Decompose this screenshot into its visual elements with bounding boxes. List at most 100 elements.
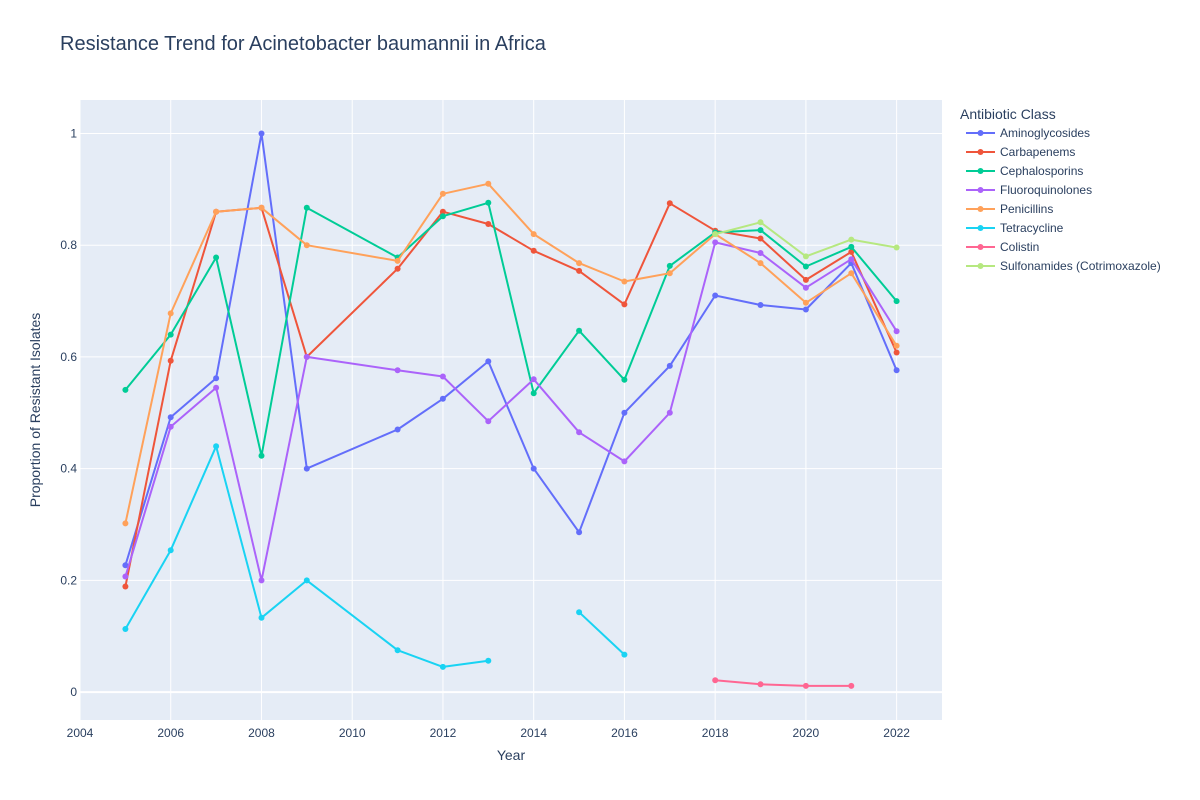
data-point[interactable]: [167, 331, 174, 338]
data-point[interactable]: [394, 265, 401, 272]
data-point[interactable]: [621, 651, 628, 658]
data-point[interactable]: [802, 253, 809, 260]
data-point[interactable]: [621, 458, 628, 465]
data-point[interactable]: [757, 302, 764, 308]
data-point[interactable]: [258, 204, 265, 211]
data-point[interactable]: [213, 375, 220, 382]
data-point[interactable]: [167, 357, 174, 364]
data-point[interactable]: [576, 267, 583, 274]
legend-item-sulfonamides-cotrimoxazole[interactable]: Sulfonamides (Cotrimoxazole): [966, 259, 1161, 273]
data-point[interactable]: [485, 199, 492, 206]
data-point[interactable]: [394, 367, 401, 374]
data-point[interactable]: [485, 221, 492, 227]
data-point[interactable]: [122, 386, 129, 393]
legend-item-colistin[interactable]: Colistin: [966, 240, 1039, 254]
data-point[interactable]: [394, 257, 401, 264]
data-point[interactable]: [485, 418, 492, 425]
data-point[interactable]: [666, 200, 673, 207]
data-point[interactable]: [439, 395, 446, 402]
data-point[interactable]: [757, 227, 764, 234]
data-point[interactable]: [258, 452, 265, 459]
data-point[interactable]: [757, 260, 764, 267]
data-point[interactable]: [167, 547, 174, 554]
data-point[interactable]: [530, 390, 537, 397]
data-point[interactable]: [621, 301, 628, 308]
data-point[interactable]: [576, 529, 583, 536]
data-point[interactable]: [893, 328, 900, 335]
data-point[interactable]: [485, 180, 492, 187]
data-point[interactable]: [439, 663, 446, 670]
data-point[interactable]: [848, 682, 855, 689]
data-point[interactable]: [802, 276, 809, 283]
data-point[interactable]: [666, 409, 673, 416]
data-point[interactable]: [666, 262, 673, 269]
data-point[interactable]: [258, 577, 265, 584]
data-point[interactable]: [848, 243, 855, 250]
data-point[interactable]: [394, 426, 401, 433]
data-point[interactable]: [122, 573, 129, 580]
data-point[interactable]: [485, 358, 492, 365]
data-point[interactable]: [757, 250, 764, 256]
data-point[interactable]: [712, 677, 719, 684]
data-point[interactable]: [303, 204, 310, 211]
legend-item-aminoglycosides[interactable]: Aminoglycosides: [966, 126, 1090, 140]
data-point[interactable]: [303, 242, 310, 249]
data-point[interactable]: [167, 414, 174, 421]
data-point[interactable]: [576, 260, 583, 267]
data-point[interactable]: [848, 236, 855, 243]
data-point[interactable]: [122, 626, 129, 632]
data-point[interactable]: [893, 367, 900, 374]
data-point[interactable]: [258, 614, 265, 621]
data-point[interactable]: [213, 208, 220, 215]
data-point[interactable]: [122, 583, 129, 590]
data-point[interactable]: [576, 609, 583, 616]
data-point[interactable]: [802, 284, 809, 291]
data-point[interactable]: [122, 520, 129, 527]
data-point[interactable]: [122, 562, 129, 569]
data-point[interactable]: [530, 465, 537, 472]
data-point[interactable]: [576, 429, 583, 436]
data-point[interactable]: [712, 231, 719, 238]
data-point[interactable]: [848, 270, 855, 277]
data-point[interactable]: [303, 353, 310, 360]
data-point[interactable]: [893, 349, 900, 356]
data-point[interactable]: [303, 577, 310, 584]
legend-item-penicillins[interactable]: Penicillins: [966, 202, 1053, 216]
data-point[interactable]: [530, 247, 537, 254]
data-point[interactable]: [167, 310, 174, 317]
data-point[interactable]: [802, 263, 809, 270]
data-point[interactable]: [893, 298, 900, 305]
data-point[interactable]: [439, 190, 446, 197]
data-point[interactable]: [757, 219, 764, 226]
data-point[interactable]: [213, 384, 220, 391]
data-point[interactable]: [802, 306, 809, 313]
legend-item-tetracycline[interactable]: Tetracycline: [966, 221, 1064, 235]
legend-item-fluoroquinolones[interactable]: Fluoroquinolones: [966, 183, 1092, 197]
legend-item-cephalosporins[interactable]: Cephalosporins: [966, 164, 1083, 178]
data-point[interactable]: [621, 409, 628, 416]
legend-item-carbapenems[interactable]: Carbapenems: [966, 145, 1075, 159]
data-point[interactable]: [258, 130, 265, 137]
data-point[interactable]: [893, 244, 900, 251]
data-point[interactable]: [757, 235, 764, 242]
data-point[interactable]: [394, 647, 401, 654]
data-point[interactable]: [621, 376, 628, 383]
data-point[interactable]: [530, 376, 537, 383]
data-point[interactable]: [303, 465, 310, 472]
data-point[interactable]: [439, 208, 446, 215]
data-point[interactable]: [666, 270, 673, 277]
data-point[interactable]: [712, 292, 719, 299]
data-point[interactable]: [167, 423, 174, 430]
data-point[interactable]: [576, 327, 583, 334]
data-point[interactable]: [485, 657, 492, 664]
data-point[interactable]: [666, 362, 673, 369]
data-point[interactable]: [802, 682, 809, 689]
data-point[interactable]: [439, 213, 446, 220]
data-point[interactable]: [213, 254, 220, 261]
data-point[interactable]: [439, 373, 446, 380]
data-point[interactable]: [712, 239, 719, 246]
data-point[interactable]: [213, 443, 220, 450]
data-point[interactable]: [757, 681, 764, 688]
data-point[interactable]: [802, 299, 809, 306]
data-point[interactable]: [848, 248, 855, 255]
